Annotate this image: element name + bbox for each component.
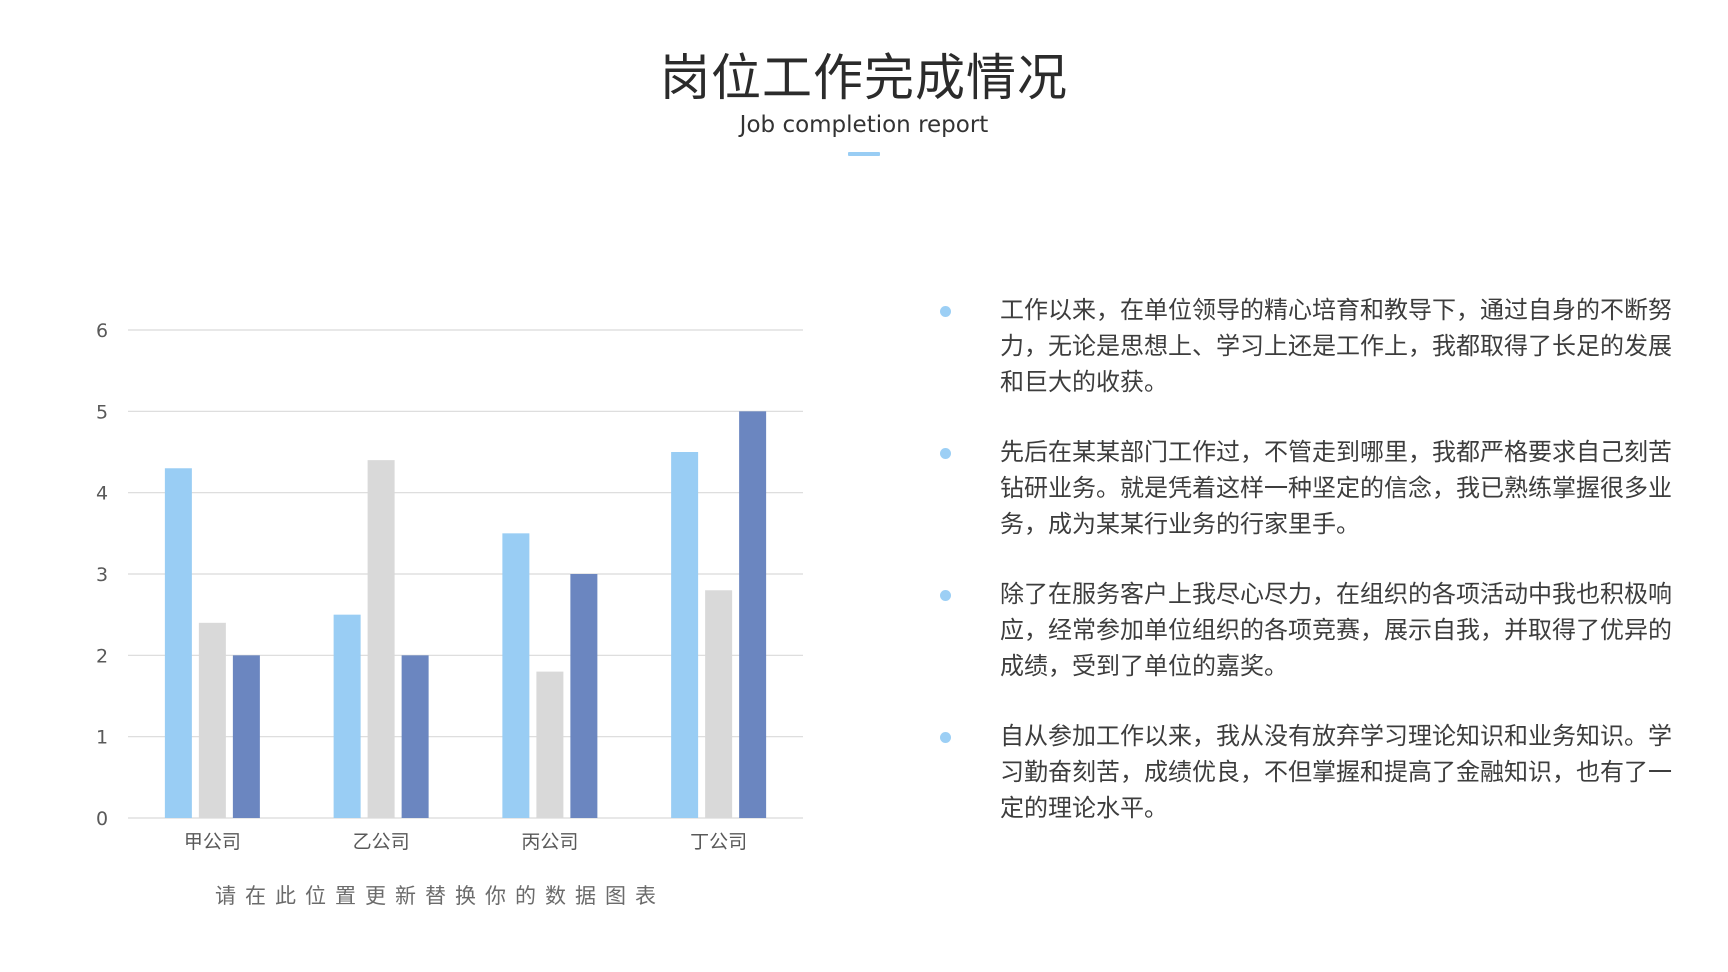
y-tick-label: 5 xyxy=(96,401,108,423)
bullet-dot-icon xyxy=(940,306,951,317)
bar xyxy=(739,411,767,818)
title-underline xyxy=(848,152,880,156)
y-tick-label: 6 xyxy=(96,320,108,342)
bar xyxy=(671,452,699,818)
bar xyxy=(502,533,530,818)
y-tick-label: 2 xyxy=(96,645,108,667)
bullet-item: 除了在服务客户上我尽心尽力，在组织的各项活动中我也积极响应，经常参加单位组织的各… xyxy=(940,576,1680,684)
bullet-text: 自从参加工作以来，我从没有放弃学习理论知识和业务知识。学习勤奋刻苦，成绩优良，不… xyxy=(1000,722,1672,822)
page-title: 岗位工作完成情况 xyxy=(660,49,1068,107)
bar xyxy=(401,655,429,818)
x-tick-label: 丁公司 xyxy=(690,831,747,853)
bullet-dot-icon xyxy=(940,732,951,743)
bar xyxy=(333,614,361,818)
y-tick-label: 4 xyxy=(96,483,108,505)
bar xyxy=(164,468,192,818)
chart-caption: 请在此位置更新替换你的数据图表 xyxy=(215,884,665,908)
bullet-text: 先后在某某部门工作过，不管走到哪里，我都严格要求自己刻苦钻研业务。就是凭着这样一… xyxy=(1000,438,1672,538)
y-tick-label: 1 xyxy=(96,727,108,749)
y-tick-label: 3 xyxy=(96,564,108,586)
bullet-item: 自从参加工作以来，我从没有放弃学习理论知识和业务知识。学习勤奋刻苦，成绩优良，不… xyxy=(940,718,1680,826)
bullet-dot-icon xyxy=(940,590,951,601)
bullet-item: 先后在某某部门工作过，不管走到哪里，我都严格要求自己刻苦钻研业务。就是凭着这样一… xyxy=(940,434,1680,542)
bar xyxy=(232,655,260,818)
bar xyxy=(570,574,598,818)
bar-chart: 0 1 2 3 4 5 6 甲公司 乙公司 丙公司 丁公司 xyxy=(96,320,803,853)
bar xyxy=(705,590,733,818)
bar xyxy=(536,671,564,818)
x-tick-label: 丙公司 xyxy=(521,831,578,853)
bullet-list: 工作以来，在单位领导的精心培育和教导下，通过自身的不断努力，无论是思想上、学习上… xyxy=(940,292,1680,860)
bullet-text: 工作以来，在单位领导的精心培育和教导下，通过自身的不断努力，无论是思想上、学习上… xyxy=(1000,296,1672,396)
page-subtitle: Job completion report xyxy=(739,112,989,138)
y-tick-label: 0 xyxy=(96,808,108,830)
bar xyxy=(367,460,395,818)
bullet-item: 工作以来，在单位领导的精心培育和教导下，通过自身的不断努力，无论是思想上、学习上… xyxy=(940,292,1680,400)
page-header: 岗位工作完成情况 Job completion report xyxy=(0,48,1728,156)
bullet-dot-icon xyxy=(940,448,951,459)
x-tick-label: 乙公司 xyxy=(353,831,410,853)
bullet-text: 除了在服务客户上我尽心尽力，在组织的各项活动中我也积极响应，经常参加单位组织的各… xyxy=(1000,580,1672,680)
x-tick-label: 甲公司 xyxy=(184,831,241,853)
bar xyxy=(198,622,226,818)
